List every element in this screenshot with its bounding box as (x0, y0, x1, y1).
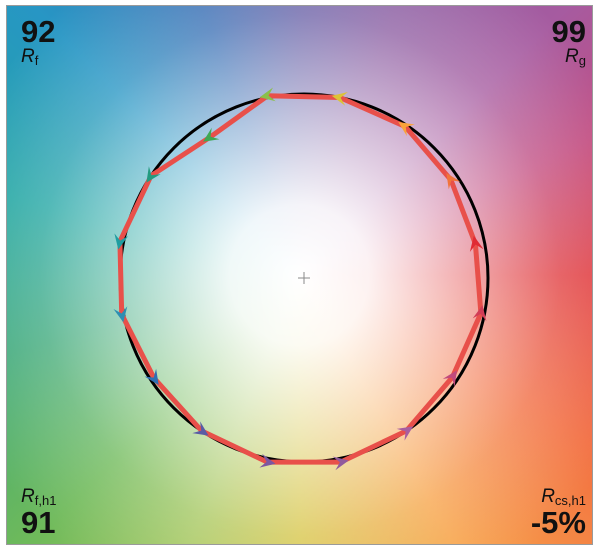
hue-arrow-2 (446, 173, 461, 190)
hue-arrows (113, 87, 487, 471)
hue-arrow-13 (332, 456, 349, 471)
rg-metric: 99 Rg (552, 16, 586, 67)
hue-arrow-7 (146, 166, 161, 183)
hue-arrow-5 (259, 87, 276, 102)
rcs-h1-metric: Rcs,h1 -5% (531, 487, 586, 538)
rf-h1-value: 91 (21, 505, 56, 540)
hue-arrow-6 (203, 127, 220, 142)
rf-label: Rf (21, 46, 39, 68)
hue-arrow-1 (469, 235, 484, 252)
hue-arrow-8 (114, 233, 129, 250)
hue-arrow-11 (192, 421, 209, 436)
rcs-h1-label: Rcs,h1 (541, 486, 586, 508)
hue-arrow-15 (442, 370, 457, 387)
hue-arrow-14 (396, 426, 414, 441)
hue-arrow-3 (398, 122, 415, 137)
hue-arrow-16 (472, 305, 487, 322)
center-cross-icon (298, 272, 310, 284)
hue-arrow-4 (331, 92, 348, 106)
rf-value: 92 (21, 14, 56, 49)
rf-h1-metric: Rf,h1 91 (21, 487, 56, 538)
rg-label: Rg (565, 46, 586, 68)
rg-value: 99 (551, 14, 586, 49)
color-vector-graphic: 92 Rf 99 Rg Rf,h1 91 Rcs,h1 -5% (6, 5, 593, 545)
hue-arrow-9 (113, 306, 128, 323)
rf-h1-label: Rf,h1 (21, 486, 57, 508)
rcs-h1-value: -5% (530, 505, 586, 540)
hue-arrow-10 (144, 368, 159, 385)
rf-metric: 92 Rf (21, 16, 55, 67)
hue-arrow-12 (259, 453, 276, 468)
vector-plot (113, 87, 490, 471)
